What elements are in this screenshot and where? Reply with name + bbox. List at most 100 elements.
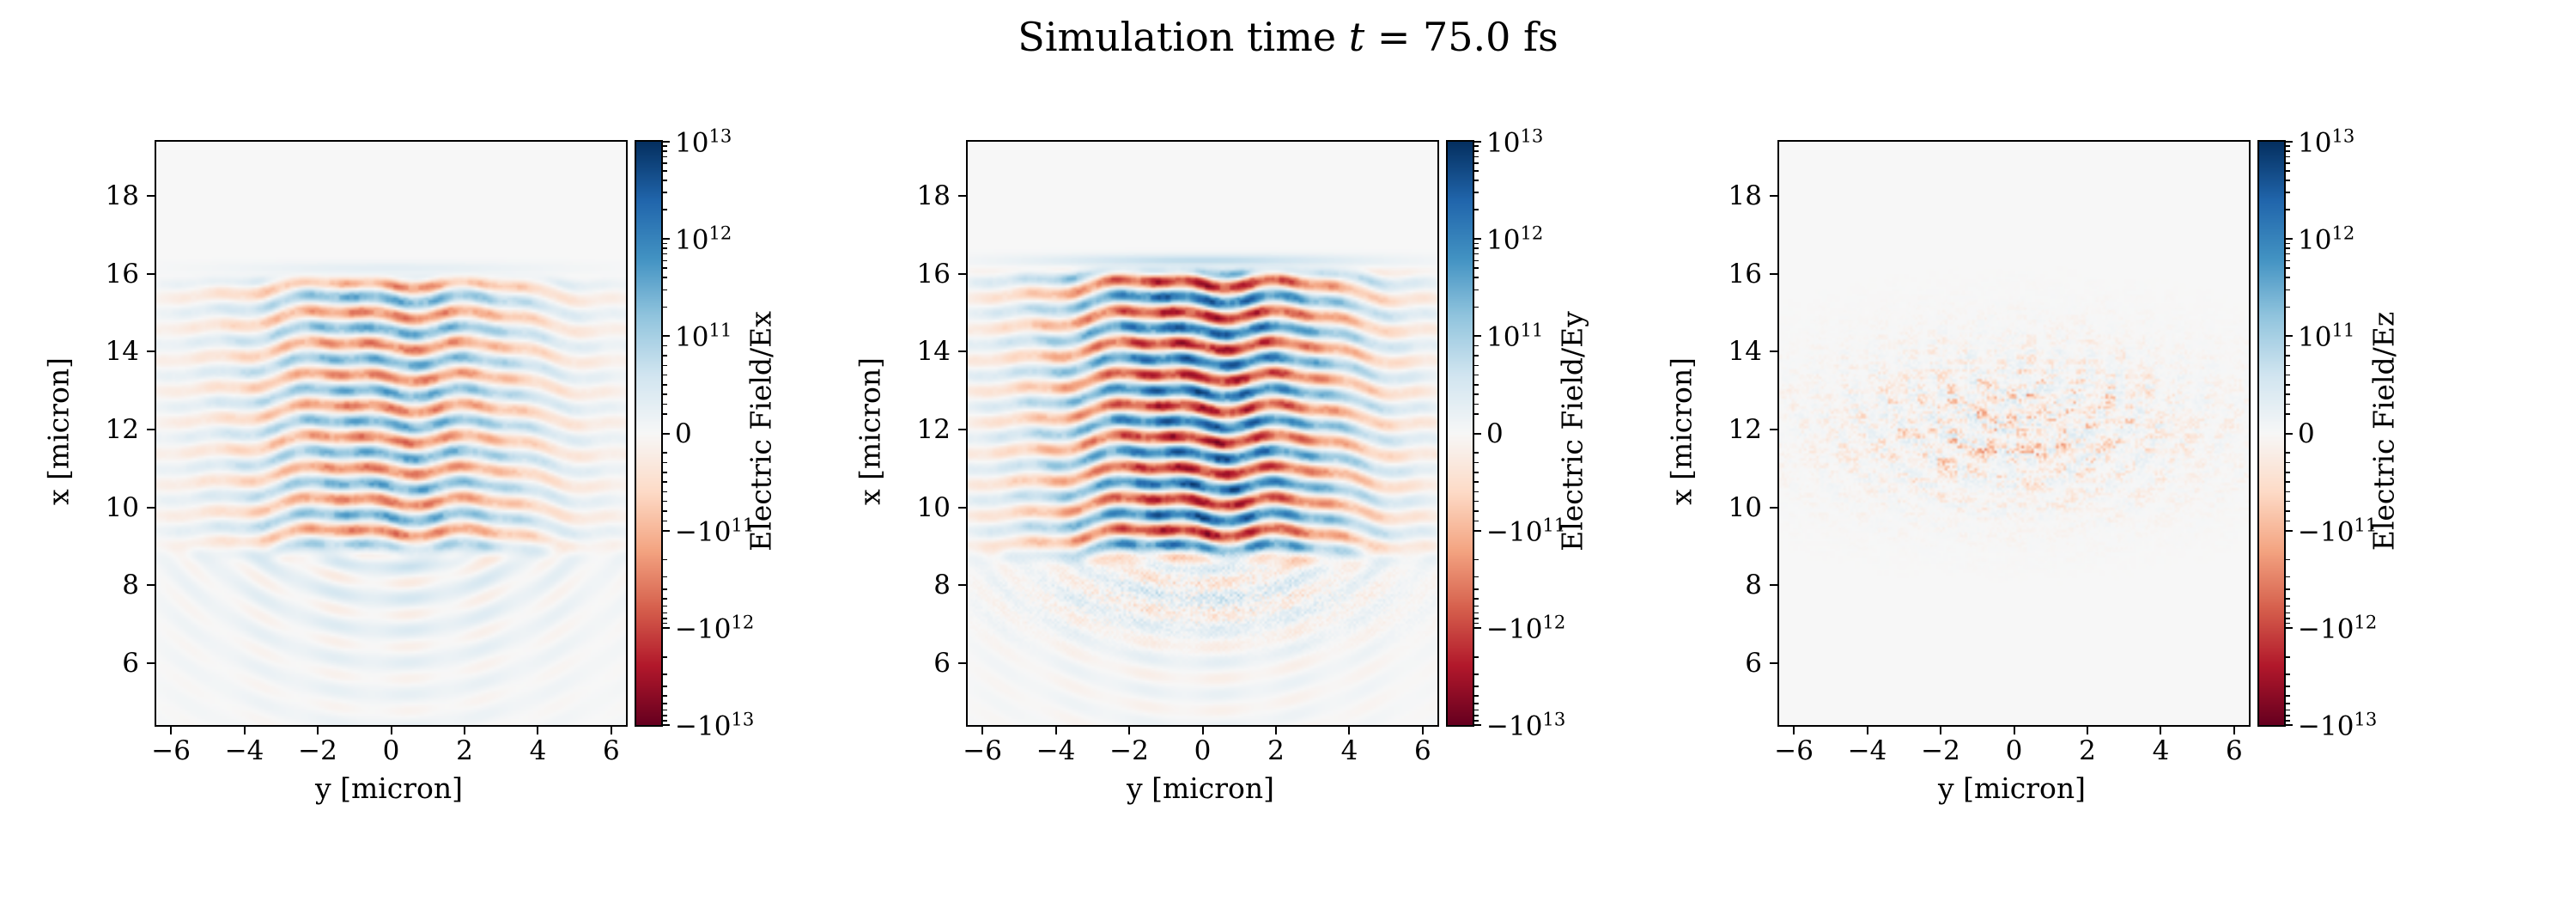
colorbar-minor-tick-mark — [663, 413, 667, 415]
colorbar-tick-mark — [663, 141, 670, 143]
colorbar-minor-tick-mark — [1474, 452, 1479, 454]
colorbar-minor-tick-mark — [663, 384, 667, 386]
colorbar-minor-tick-mark — [1474, 393, 1479, 395]
y-tick-mark — [147, 272, 155, 275]
colorbar-ey: 1013 1012 1011 0 −1011 −1012 −1013 — [1446, 125, 1565, 741]
colorbar-minor-tick-mark — [1474, 510, 1479, 512]
colorbar-minor-tick-mark — [1474, 558, 1479, 561]
x-tick-mark — [1348, 727, 1351, 734]
colorbar-tick-mark — [2286, 238, 2293, 241]
colorbar-minor-tick-mark — [2286, 162, 2290, 164]
colorbar-minor-tick-mark — [2286, 306, 2290, 308]
colorbar-minor-tick-mark — [1474, 374, 1479, 376]
colorbar-minor-tick-mark — [663, 259, 667, 262]
colorbar-minor-tick-mark — [663, 344, 667, 347]
colorbar-minor-tick-mark — [1474, 520, 1479, 522]
y-tick-mark — [147, 506, 155, 509]
colorbar-minor-tick-mark — [2286, 170, 2290, 172]
x-tick-mark — [1274, 727, 1277, 734]
colorbar-gradient-ey — [1448, 142, 1473, 725]
colorbar-tick-mark — [2286, 335, 2293, 338]
y-tick-mark — [958, 506, 966, 509]
x-tick-mark — [1201, 727, 1204, 734]
x-tick-label: 0 — [2005, 735, 2023, 766]
colorbar-minor-tick-mark — [2286, 720, 2290, 722]
x-tick-label: 6 — [2226, 735, 2243, 766]
y-tick-mark — [147, 428, 155, 430]
colorbar-minor-tick-mark — [2286, 703, 2290, 704]
colorbar-minor-tick-mark — [663, 686, 667, 687]
colorbar-tick-label: 0 — [2298, 417, 2315, 449]
colorbar-minor-tick-mark — [663, 162, 667, 164]
colorbar-minor-tick-mark — [1474, 588, 1479, 590]
colorbar-minor-tick-mark — [1474, 703, 1479, 704]
y-tick-mark — [1770, 428, 1777, 430]
x-tick-mark — [243, 727, 246, 734]
colorbar-tick-label: −1011 — [2298, 513, 2378, 548]
heatmap-canvas-ez — [1779, 142, 2249, 725]
x-tick-label: −2 — [1921, 735, 1960, 766]
colorbar-tick-mark — [1474, 141, 1481, 143]
colorbar-minor-tick-mark — [2286, 209, 2290, 210]
x-tick-mark — [170, 727, 173, 734]
colorbar-minor-tick-mark — [2286, 472, 2290, 473]
colorbar-minor-tick-mark — [2286, 656, 2290, 658]
colorbar-minor-tick-mark — [663, 481, 667, 483]
colorbar-minor-tick-mark — [1474, 481, 1479, 483]
y-tick-label: 8 — [1745, 569, 1762, 600]
colorbar-minor-tick-mark — [1474, 344, 1479, 347]
colorbar-minor-tick-mark — [663, 461, 667, 464]
y-tick-mark — [958, 195, 966, 198]
colorbar-minor-tick-mark — [663, 520, 667, 522]
y-tick-label: 12 — [916, 413, 951, 445]
colorbar-minor-tick-mark — [2286, 344, 2290, 347]
colorbar-minor-tick-mark — [663, 289, 667, 291]
colorbar-minor-tick-mark — [663, 695, 667, 697]
colorbar-minor-tick-mark — [663, 170, 667, 172]
colorbar-tick-mark — [1474, 335, 1481, 338]
colorbar-minor-tick-mark — [2286, 242, 2290, 245]
colorbar-minor-tick-mark — [1474, 209, 1479, 210]
colorbar-minor-tick-mark — [1474, 384, 1479, 386]
colorbar-tick-label: −1013 — [2298, 708, 2378, 742]
x-tick-mark — [390, 727, 392, 734]
colorbar-tick-mark — [663, 238, 670, 241]
colorbar-ez: 1013 1012 1011 0 −1011 −1012 −1013 — [2257, 125, 2377, 741]
colorbar-minor-tick-mark — [2286, 491, 2290, 493]
colorbar-tick-label: −1012 — [1486, 611, 1566, 645]
colorbar-minor-tick-mark — [663, 605, 667, 607]
colorbar-tick-label: −1012 — [2298, 611, 2378, 645]
colorbar-tick-label: 1012 — [675, 222, 732, 256]
y-tick-mark — [147, 195, 155, 198]
x-tick-label: −4 — [1847, 735, 1887, 766]
colorbar-minor-tick-mark — [1474, 306, 1479, 308]
colorbar-minor-tick-mark — [663, 622, 667, 625]
colorbar-minor-tick-mark — [663, 374, 667, 376]
x-tick-label: −2 — [298, 735, 337, 766]
y-tick-label: 18 — [916, 180, 951, 212]
colorbar-tick-mark — [2286, 626, 2293, 629]
colorbar-minor-tick-mark — [1474, 355, 1479, 357]
x-tick-label: 2 — [1267, 735, 1285, 766]
colorbar-minor-tick-mark — [2286, 267, 2290, 269]
colorbar-tick-label: −1013 — [1486, 708, 1566, 742]
colorbar-minor-tick-mark — [1474, 277, 1479, 278]
y-tick-label: 6 — [933, 647, 951, 679]
x-tick-mark — [1940, 727, 1942, 734]
colorbar-minor-tick-mark — [2286, 403, 2290, 405]
y-tick-label: 14 — [916, 336, 951, 368]
colorbar-tick-mark — [1474, 724, 1481, 726]
colorbar-tick-label: −1011 — [675, 513, 755, 548]
colorbar-minor-tick-mark — [663, 403, 667, 405]
colorbar-minor-tick-mark — [663, 253, 667, 255]
colorbar-tick-mark — [1474, 529, 1481, 532]
title-prefix: Simulation time — [1018, 14, 1349, 60]
colorbar-minor-tick-mark — [2286, 605, 2290, 607]
colorbar-minor-tick-mark — [2286, 155, 2290, 158]
colorbar-minor-tick-mark — [1474, 162, 1479, 164]
heatmap-plot-ez: −6 −4 −2 0 2 4 6 6 8 10 12 14 16 18 — [1728, 140, 2251, 765]
heatmap-canvas-ex — [156, 142, 626, 725]
colorbar-tick-mark — [663, 626, 670, 629]
y-axis-label: x [micron] — [41, 357, 76, 506]
heatmap-canvas-ey — [968, 142, 1437, 725]
